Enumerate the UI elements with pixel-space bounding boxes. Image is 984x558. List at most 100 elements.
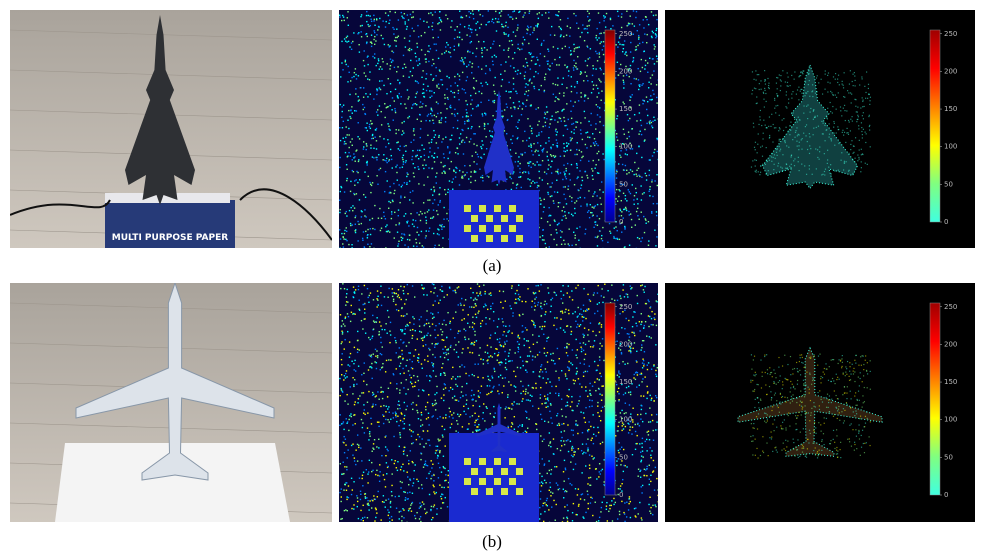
- event-dot: [448, 390, 449, 391]
- event-dot: [564, 211, 565, 212]
- event-dot: [649, 316, 650, 317]
- event-dot: [537, 23, 538, 24]
- event-dot: [393, 29, 394, 30]
- event-dot: [417, 46, 418, 47]
- event-dot: [518, 294, 519, 295]
- event-dot: [470, 13, 471, 14]
- event-dot: [630, 42, 631, 43]
- event-dot: [564, 243, 565, 244]
- event-dot: [425, 443, 426, 444]
- event-dot: [628, 333, 629, 334]
- event-dot: [349, 356, 350, 357]
- event-dot: [757, 74, 758, 75]
- event-dot: [603, 159, 604, 160]
- event-dot: [561, 311, 562, 312]
- event-dot: [361, 14, 362, 15]
- event-dot: [544, 396, 545, 397]
- event-dot: [565, 198, 566, 199]
- event-dot: [858, 116, 859, 117]
- checker: [501, 215, 508, 222]
- event-dot: [554, 119, 555, 120]
- event-dot: [551, 115, 552, 116]
- event-dot: [577, 47, 578, 48]
- event-dot: [647, 101, 648, 102]
- event-dot: [835, 73, 836, 74]
- event-dot: [557, 169, 558, 170]
- event-dot: [587, 371, 588, 372]
- event-dot: [469, 326, 470, 327]
- event-dot: [506, 133, 507, 134]
- event-dot: [380, 66, 381, 67]
- event-dot: [752, 160, 753, 161]
- event-dot: [386, 224, 387, 225]
- event-dot: [653, 32, 654, 33]
- colorbar-tick-label: 0: [944, 218, 948, 226]
- event-dot: [849, 121, 850, 122]
- event-dot: [401, 482, 402, 483]
- event-dot: [400, 373, 401, 374]
- event-dot: [646, 123, 647, 124]
- event-dot: [828, 167, 829, 168]
- event-dot: [401, 466, 402, 467]
- event-dot: [556, 328, 557, 329]
- event-dot: [580, 71, 581, 72]
- event-dot: [351, 49, 352, 50]
- event-dot: [435, 11, 436, 12]
- event-dot: [370, 192, 371, 193]
- event-dot: [656, 325, 657, 326]
- event-dot: [547, 168, 548, 169]
- event-dot: [349, 341, 350, 342]
- event-dot: [355, 401, 356, 402]
- event-dot: [796, 94, 797, 95]
- event-dot: [346, 376, 347, 377]
- event-dot: [492, 101, 493, 102]
- event-dot: [857, 154, 858, 155]
- event-dot: [862, 137, 863, 138]
- event-dot: [565, 215, 566, 216]
- event-dot: [769, 116, 770, 117]
- event-dot: [446, 218, 447, 219]
- event-dot: [537, 13, 538, 14]
- event-dot: [507, 332, 508, 333]
- event-dot: [587, 25, 588, 26]
- event-dot: [385, 226, 386, 227]
- event-dot: [628, 24, 629, 25]
- event-dot: [594, 206, 595, 207]
- event-dot: [347, 457, 348, 458]
- event-dot: [566, 203, 567, 204]
- event-dot: [540, 397, 541, 398]
- event-dot: [618, 450, 619, 451]
- event-dot: [513, 67, 514, 68]
- event-dot: [562, 179, 563, 180]
- event-dot: [637, 237, 638, 238]
- event-dot: [539, 290, 540, 291]
- event-dot: [369, 500, 370, 501]
- event-dot: [632, 326, 633, 327]
- event-dot: [413, 163, 414, 164]
- event-dot: [841, 115, 842, 116]
- event-dot: [465, 330, 466, 331]
- event-dot: [474, 171, 475, 172]
- event-dot: [645, 60, 646, 61]
- event-dot: [797, 146, 798, 147]
- event-dot: [641, 405, 642, 406]
- event-dot: [399, 297, 400, 298]
- event-dot: [345, 239, 346, 240]
- event-dot: [601, 41, 602, 42]
- event-dot: [522, 331, 523, 332]
- event-dot: [838, 92, 839, 93]
- event-dot: [407, 476, 408, 477]
- event-dot: [639, 238, 640, 239]
- event-dot: [573, 67, 574, 68]
- event-dot: [388, 316, 389, 317]
- event-dot: [601, 326, 602, 327]
- event-dot: [522, 140, 523, 141]
- event-dot: [445, 194, 446, 195]
- event-dot: [530, 26, 531, 27]
- event-dot: [442, 84, 443, 85]
- event-dot: [400, 511, 401, 512]
- event-dot: [388, 466, 389, 467]
- event-dot: [487, 84, 488, 85]
- event-dot: [525, 67, 526, 68]
- event-dot: [824, 89, 825, 90]
